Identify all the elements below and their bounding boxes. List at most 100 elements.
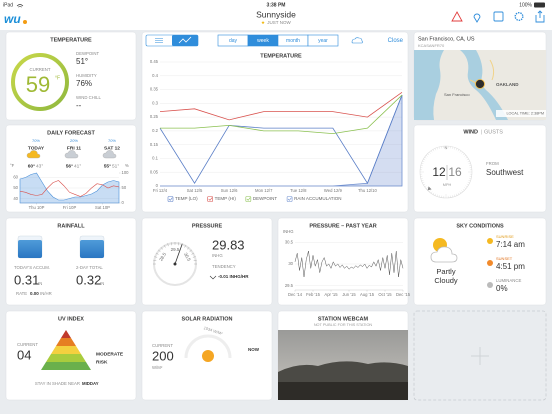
overlay-icon[interactable] [351,37,363,44]
precip-chance: 70% [108,138,116,143]
card [141,31,409,213]
unit: W/M² [152,365,163,370]
compass-tick [465,185,468,188]
plus-icon[interactable] [471,347,489,365]
low-temp: 41° [74,163,81,169]
logo-dot [23,20,27,24]
axis-label: °F [10,163,15,168]
location-icon[interactable] [473,13,481,23]
sunrise-icon [487,238,493,244]
battery-level: 100% [519,2,532,8]
card-title: TEMPERATURE [50,37,92,43]
battery-icon [534,2,545,8]
card-title: UV INDEX [58,316,84,322]
compass [419,145,473,199]
x-tick-label: Fri 10P [63,205,77,210]
compass-tick [434,193,436,196]
legend-checkbox[interactable] [245,196,252,202]
compass-tick [425,187,428,189]
compass-tick [456,193,458,196]
range-label[interactable]: year [318,38,328,44]
needle-hub [173,262,177,266]
uv-risk: RISK [96,359,108,365]
add-card[interactable] [413,310,547,401]
alert-icon[interactable] [451,11,463,22]
x-tick-label: Sat 12/5 [187,188,203,193]
compass-tick [429,151,431,154]
logo[interactable]: wu [4,12,21,26]
compass-tick [467,182,470,184]
chart-title: PRESSURE – PAST YEAR [309,223,376,229]
card [5,124,137,213]
line [19,180,120,197]
wind-direction: Southwest [486,168,524,177]
precip-chance: 70% [32,138,40,143]
compass-tick [464,187,467,189]
compass-tick [425,155,428,157]
weather-icon [64,150,79,159]
dewpoint: 51° [76,57,88,66]
compass-north: N [445,145,448,150]
card-title[interactable]: GUSTS [484,129,503,135]
y-tick-label: 0.2 [152,128,158,133]
y-tick-label: 0 [122,200,125,205]
compass-tick [424,156,427,159]
main-chart: TEMPERATURE 0 0.05 0.1 0.15 0.2 0.25 0.3 0.35 0.4… [150,53,403,202]
range-label[interactable]: month [286,38,300,44]
webcam-image[interactable] [278,330,408,400]
settings-icon[interactable] [514,11,524,21]
ocean [414,50,444,120]
legend-check [246,197,251,201]
legend-checkbox[interactable] [286,196,293,202]
compass-tick [429,190,431,193]
compass-tick [427,153,430,156]
compass-tick [457,149,460,152]
legend-checkbox[interactable] [207,196,213,202]
luminance: 0% [496,284,508,293]
uv-pyramid [41,330,91,370]
unit: IN [100,281,104,286]
compass-tick [421,162,424,164]
card-title[interactable]: WIND [463,129,478,135]
station-pin[interactable] [475,79,485,89]
x-tick-label: Wed 12/9 [324,188,343,193]
unit: INHG [212,253,223,258]
label: FROM [486,161,499,166]
range-label[interactable]: day [229,38,238,44]
pressure-year-chart: PRESSURE – PAST YEAR INHG 29.5 30 30.5 Dec '1… [283,223,411,297]
condition: Cloudy [434,276,458,285]
forecast-chart: °F % 40 50 60 0 50 100 Thu 10P Fri 10P Sat 10P [10,163,129,210]
axis-label: INHG [283,229,293,234]
close-button[interactable]: Close [388,38,404,44]
station-title[interactable]: Sunnyside [256,9,296,19]
label: TENDENCY [212,264,236,269]
compass-tick [420,165,423,166]
x-tick-label: Thu 12/10 [358,188,378,193]
line [159,91,403,121]
gauge-tick [193,259,197,261]
compass-tick [462,188,465,191]
x-tick-label: Apr '15 [324,292,338,297]
unit: IN/HR [40,291,52,296]
webcam-note: NOT PUBLIC FOR THIS STATION [314,323,373,327]
line [294,250,404,278]
updated-time: JUST NOW [267,20,291,25]
legend-checkbox[interactable] [167,196,174,202]
compass-tick [452,195,453,198]
compass-tick [423,158,426,161]
compass-tick [454,147,456,150]
sunrise: 7:14 am [496,240,525,249]
area [19,172,120,204]
x-tick-label: Dec '14 [288,292,303,297]
range-label[interactable]: week [257,38,269,44]
share-icon[interactable] [535,10,545,23]
label: 2-DAY TOTAL [76,265,103,270]
y-tick-label: 30 [288,261,293,266]
compass-tick [456,148,458,151]
devices-icon[interactable] [493,11,504,22]
range-button[interactable] [307,34,339,47]
sunset: 4:51 pm [496,262,525,271]
y-tick-label: 0.1 [152,156,158,161]
high-temp: 55° [104,163,111,169]
compass-tick [422,182,425,184]
